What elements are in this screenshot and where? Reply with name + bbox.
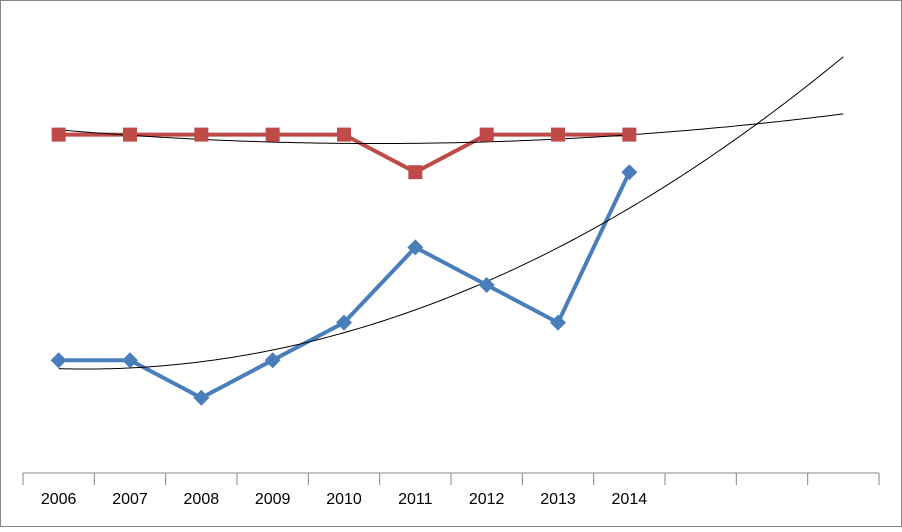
x-tick-label: 2013 <box>540 491 576 508</box>
data-point <box>479 127 494 142</box>
data-point <box>264 352 281 369</box>
x-tick-label: 2011 <box>398 491 433 508</box>
data-point <box>51 127 66 142</box>
data-point <box>194 127 209 142</box>
data-point <box>336 314 352 331</box>
data-point <box>265 127 280 142</box>
x-tick-label: 2007 <box>112 491 148 508</box>
data-point <box>337 127 351 142</box>
data-point <box>550 314 566 331</box>
trendline <box>58 113 844 145</box>
data-point <box>622 127 637 142</box>
x-tick-label: 2010 <box>326 491 362 508</box>
data-point <box>408 165 423 180</box>
data-point <box>123 127 137 142</box>
data-point <box>193 389 210 406</box>
x-tick-label: 2006 <box>41 491 77 508</box>
data-point <box>50 352 67 369</box>
x-tick-label: 2009 <box>255 491 291 508</box>
x-tick-label: 2008 <box>184 491 220 508</box>
data-point <box>122 352 138 369</box>
x-tick-label: 2012 <box>469 491 505 508</box>
trendline <box>58 56 844 370</box>
data-point <box>478 277 495 293</box>
data-point <box>407 239 424 256</box>
data-point <box>551 127 565 142</box>
data-point <box>621 164 638 181</box>
x-tick-label: 2014 <box>612 491 648 508</box>
